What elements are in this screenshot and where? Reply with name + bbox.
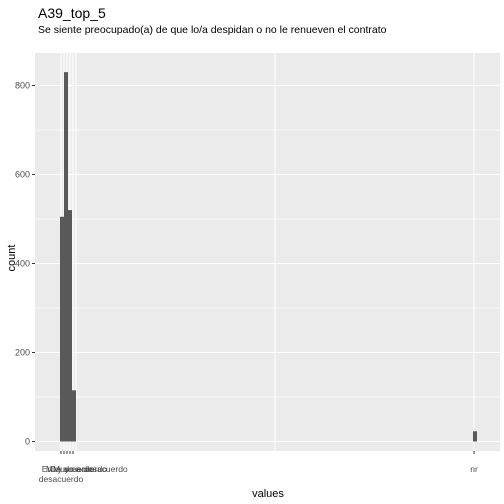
bars-layer: [60, 72, 477, 442]
y-axis: 0 200 400 600 800: [15, 81, 35, 447]
y-tick-label: 200: [15, 348, 30, 358]
y-tick-label: 800: [15, 81, 30, 91]
y-tick-label: 600: [15, 170, 30, 180]
bar-nr: [473, 431, 477, 442]
y-tick-label: 0: [25, 437, 30, 447]
x-tick-label: Muy en desacuerdo: [53, 464, 128, 474]
chart-title: A39_top_5: [38, 5, 106, 21]
bar-muy-en-desacuerdo: [71, 390, 76, 442]
x-tick-label: nr: [470, 464, 478, 474]
plot-panel: [35, 53, 500, 451]
bar-muy-de-acuerdo: [64, 72, 68, 442]
x-tick-label: De acuerdo: [50, 464, 94, 474]
y-tick-label: 400: [15, 259, 30, 269]
chart-subtitle: Se siente preocupado(a) de que lo/a desp…: [38, 24, 387, 36]
x-axis-label: values: [252, 488, 284, 500]
bar-de-acuerdo: [67, 210, 72, 442]
x-tick-label: En: [42, 464, 53, 474]
bar-en-desacuerdo: [60, 216, 64, 442]
x-tick-label: desacuerdo: [39, 474, 84, 484]
y-axis-label: count: [6, 245, 18, 272]
x-tick-label: Muy de acuerdo: [46, 464, 107, 474]
